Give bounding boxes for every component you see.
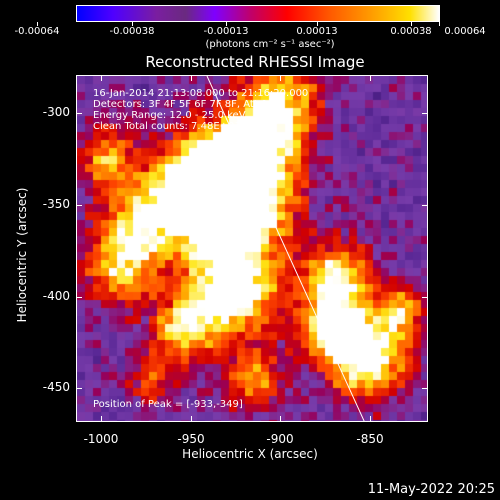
y-tick-mark	[422, 205, 428, 206]
x-tick-mark	[191, 416, 192, 422]
detectors-text: Detectors: 3F 4F 5F 6F 7F 8F, Att 0	[93, 99, 268, 110]
y-tick-label: -450	[42, 380, 70, 394]
clean-counts-text: Clean Total counts: 7.48E+03	[93, 121, 241, 132]
colorbar-tick	[37, 22, 38, 26]
solar-limb-line	[206, 76, 365, 421]
colorbar-tick	[439, 22, 440, 26]
y-tick-label: -350	[42, 197, 70, 211]
x-axis-label: Heliocentric X (arcsec)	[182, 447, 318, 461]
y-tick-label: -300	[42, 105, 70, 119]
colorbar-tick	[132, 22, 133, 26]
colorbar-units: (photons cm⁻² s⁻¹ asec⁻²)	[205, 39, 335, 50]
y-tick-label: -400	[42, 289, 70, 303]
colorbar-tick-label: 0.00064	[444, 26, 486, 37]
y-tick-mark	[422, 113, 428, 114]
colorbar-tick-label: 0.00038	[390, 26, 432, 37]
x-tick-mark	[370, 75, 371, 81]
x-tick-mark	[101, 75, 102, 81]
x-tick-mark	[370, 416, 371, 422]
x-tick-label: -850	[356, 432, 384, 446]
y-tick-mark	[76, 297, 82, 298]
colorbar-tick-label: 0.00013	[296, 26, 338, 37]
y-tick-mark	[76, 205, 82, 206]
time-range-text: 16-Jan-2014 21:13:08.000 to 21:16:20.000	[93, 88, 309, 99]
x-tick-mark	[191, 75, 192, 81]
x-tick-mark	[280, 75, 281, 81]
x-tick-label: -1000	[83, 432, 119, 446]
colorbar-tick	[411, 22, 412, 26]
colorbar-tick	[317, 22, 318, 26]
peak-position-text: Position of Peak = [-933,-349]	[93, 399, 243, 410]
hxr-image	[77, 76, 427, 421]
y-tick-mark	[422, 297, 428, 298]
y-tick-mark	[422, 388, 428, 389]
x-tick-mark	[101, 416, 102, 422]
y-axis-label: Heliocentric Y (arcsec)	[15, 187, 29, 323]
colorbar-tick-label: -0.00013	[203, 26, 249, 37]
colorbar	[76, 5, 440, 22]
colorbar-tick-label: -0.00064	[14, 26, 60, 37]
x-tick-mark	[280, 416, 281, 422]
colorbar-tick-label: -0.00038	[109, 26, 155, 37]
energy-range-text: Energy Range: 12.0 - 25.0 keV	[93, 110, 246, 121]
footer-date: 11-May-2022 20:25	[367, 482, 495, 497]
y-tick-mark	[76, 388, 82, 389]
x-tick-label: -950	[177, 432, 205, 446]
colorbar-tick	[226, 22, 227, 26]
plot-title: Reconstructed RHESSI Image	[145, 53, 365, 71]
x-tick-label: -900	[266, 432, 294, 446]
y-tick-mark	[76, 113, 82, 114]
image-plot: 16-Jan-2014 21:13:08.000 to 21:16:20.000…	[76, 75, 428, 422]
